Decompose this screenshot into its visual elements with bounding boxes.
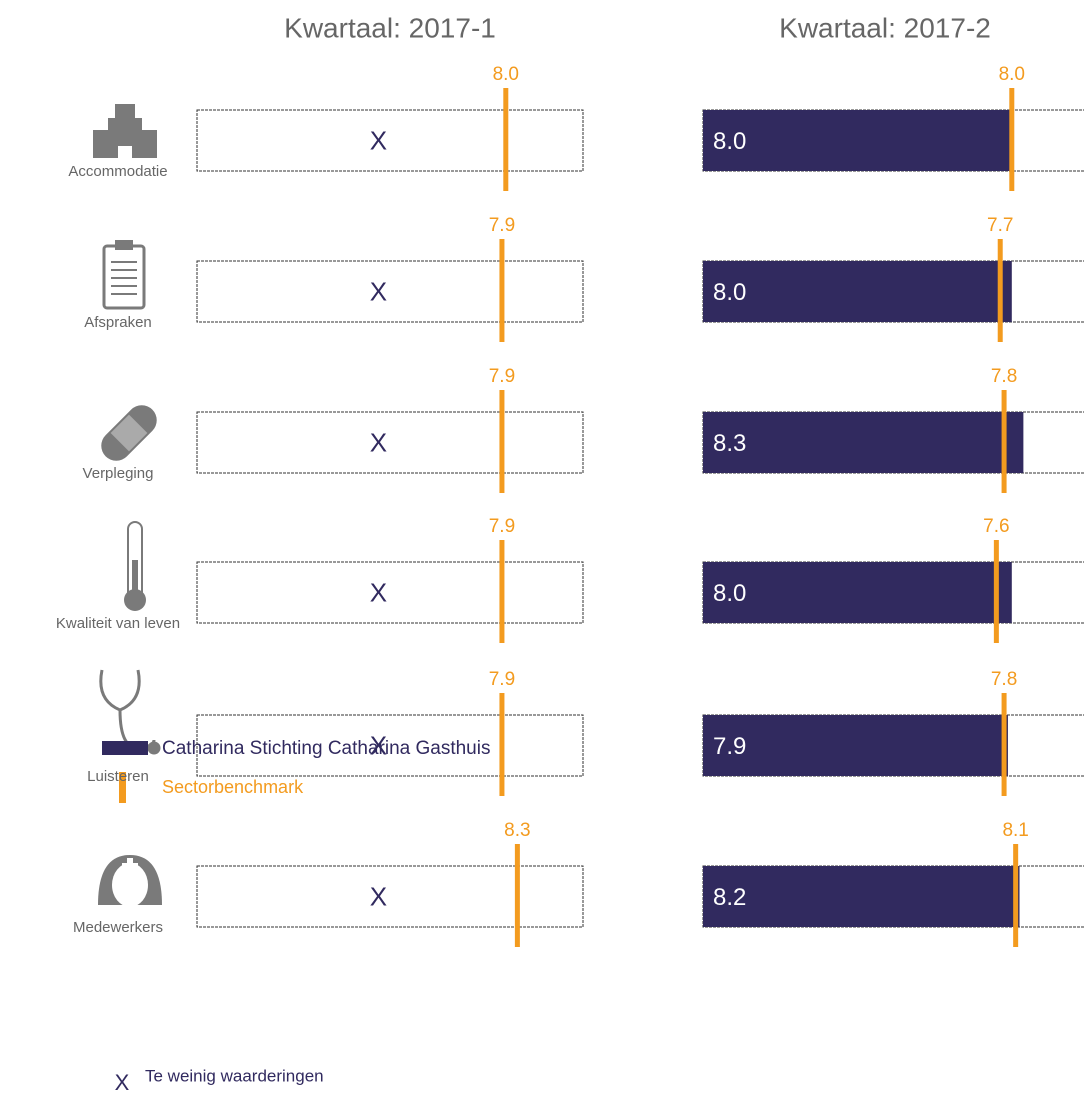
- bar: [703, 866, 1020, 927]
- category-label: Afspraken: [84, 314, 152, 331]
- missing-marker: X: [370, 577, 387, 607]
- bar-value-label: 7.9: [713, 733, 746, 760]
- missing-marker: X: [370, 125, 387, 155]
- category-label: Kwaliteit van leven: [56, 615, 180, 632]
- benchmark-line: [514, 844, 520, 947]
- benchmark-line: [1001, 390, 1007, 493]
- icon-clipboard: [102, 240, 146, 310]
- bar-frame: [196, 109, 584, 172]
- benchmark-line: [499, 693, 505, 796]
- benchmark-label: 8.0: [493, 64, 519, 85]
- bar-value-label: 8.0: [713, 279, 746, 306]
- bar-value-label: 8.2: [713, 884, 746, 911]
- icon-building: [93, 104, 157, 158]
- legend-missing-label: Te weinig waarderingen: [145, 1066, 324, 1085]
- panel-title: Kwartaal: 2017-1: [284, 12, 496, 43]
- bar-frame: [196, 411, 584, 474]
- benchmark-label: 7.9: [489, 669, 515, 690]
- icon-bandage: [101, 405, 157, 461]
- legend-series-swatch: [102, 741, 148, 755]
- legend-benchmark-label: Sectorbenchmark: [162, 777, 304, 797]
- icon-stethoscope: [99, 669, 161, 755]
- benchmark-line: [499, 239, 505, 342]
- benchmark-label: 7.6: [983, 516, 1009, 537]
- bar: [703, 562, 1012, 623]
- benchmark-line: [1001, 693, 1007, 796]
- benchmark-label: 8.3: [504, 820, 530, 841]
- benchmark-label: 7.9: [489, 366, 515, 387]
- icon-nurse: [98, 855, 162, 907]
- bar: [703, 715, 1008, 776]
- benchmark-label: 7.9: [489, 516, 515, 537]
- benchmark-line: [499, 540, 505, 643]
- missing-marker: X: [370, 276, 387, 306]
- benchmark-line: [1013, 844, 1019, 947]
- panel-title: Kwartaal: 2017-2: [779, 12, 991, 43]
- category-label: Accommodatie: [68, 163, 167, 180]
- bar-frame: [196, 561, 584, 624]
- bar-frame: [196, 865, 584, 928]
- category-label: Verpleging: [83, 465, 154, 482]
- category-label: Luisteren: [87, 768, 149, 785]
- benchmark-line: [993, 540, 999, 643]
- bar-value-label: 8.0: [713, 128, 746, 155]
- missing-marker: X: [370, 427, 387, 457]
- legend-missing-symbol: X: [115, 1070, 130, 1095]
- benchmark-line: [1009, 88, 1015, 191]
- benchmark-line: [499, 390, 505, 493]
- legend-series-label: Catharina Stichting Catharina Gasthuis: [162, 738, 490, 759]
- bar-value-label: 8.3: [713, 430, 746, 457]
- icon-thermometer: [124, 521, 146, 611]
- bar: [703, 412, 1024, 473]
- missing-marker: X: [370, 881, 387, 911]
- benchmark-line: [503, 88, 509, 191]
- bar-frame: [196, 714, 584, 777]
- benchmark-label: 7.8: [991, 366, 1017, 387]
- benchmark-label: 7.8: [991, 669, 1017, 690]
- benchmark-label: 7.7: [987, 215, 1013, 236]
- missing-marker: X: [370, 730, 387, 760]
- bar-value-label: 8.0: [713, 580, 746, 607]
- benchmark-label: 8.0: [999, 64, 1025, 85]
- benchmark-label: 8.1: [1002, 820, 1028, 841]
- benchmark-line: [997, 239, 1003, 342]
- legend-benchmark-swatch: [119, 772, 126, 803]
- category-label: Medewerkers: [73, 919, 163, 936]
- bar-frame: [196, 260, 584, 323]
- bar: [703, 110, 1012, 171]
- benchmark-label: 7.9: [489, 215, 515, 236]
- bar: [703, 261, 1012, 322]
